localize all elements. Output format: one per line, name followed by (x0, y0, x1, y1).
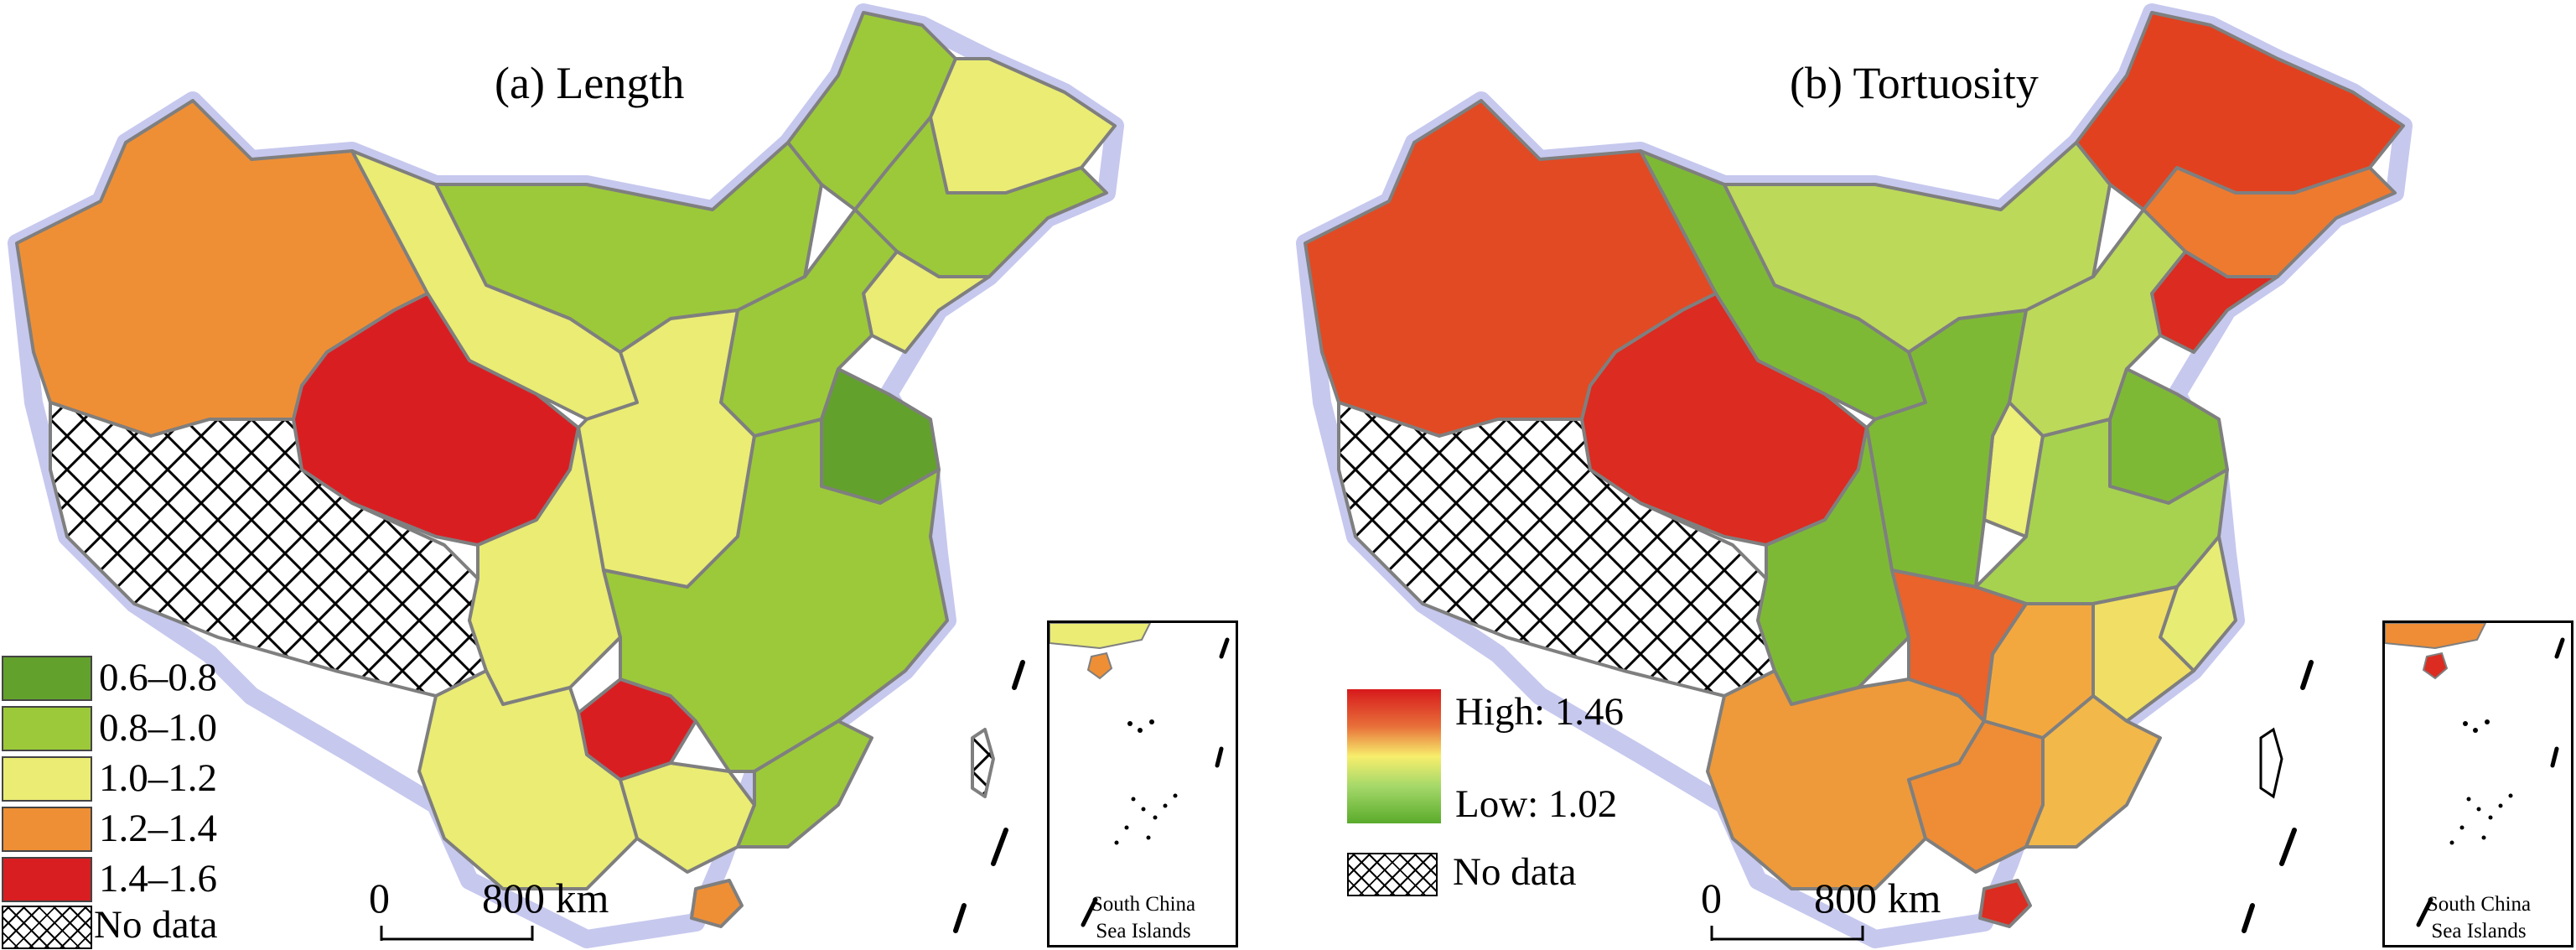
panel-tortuosity-map: (b) Tortuosity High: 1.46 Low: 1.02 No d… (1288, 0, 2576, 950)
legend-label-1: 0.8–1.0 (99, 706, 217, 750)
legend-swatch-no-data-b (1347, 853, 1438, 896)
legend-label-4: 1.4–1.6 (99, 857, 217, 901)
inset-map-b (2385, 623, 2565, 927)
region-shaanxi (1865, 309, 2028, 589)
legend-swatch-no-data (2, 906, 92, 949)
inset-label-line2-b: Sea Islands (2431, 920, 2527, 942)
panel-length-map: (a) Length 0.6–0.8 0.8–1.0 1.0–1.2 1.2–1… (2, 3, 1238, 949)
scale-bar-start-b: 0 (1701, 875, 1722, 921)
scale-bar-end-b: 800 km (1814, 875, 1941, 921)
south-china-sea-inset: South China Sea Islands (1047, 620, 1238, 947)
sea-boundary-dashes (953, 660, 1025, 933)
tortuosity-map-svg (1296, 3, 2413, 948)
legend-swatch-3 (2, 807, 92, 852)
legend-color-ramp (1347, 689, 1441, 823)
region-sichuan (468, 426, 622, 706)
legend-swatch-0 (2, 656, 92, 701)
sea-boundary-dashes-b (2242, 660, 2314, 933)
region-hainan (690, 879, 744, 928)
inset-label-line1-b: South China (2426, 893, 2532, 916)
legend-swatch-2 (2, 756, 92, 802)
length-map-svg (8, 3, 1124, 948)
legend-label-no-data-b: No data (1453, 850, 1577, 894)
legend-high-label: High: 1.46 (1455, 690, 1625, 734)
region-taiwan (2259, 727, 2283, 799)
scale-bar-lines (380, 926, 534, 941)
legend-swatch-4 (2, 857, 92, 902)
south-china-sea-inset-b: South China Sea Islands (2382, 620, 2573, 947)
legend-label-0: 0.6–0.8 (99, 656, 217, 699)
legend-label-3: 1.2–1.4 (99, 807, 217, 850)
inset-label-line2: Sea Islands (1096, 920, 1191, 942)
panel-b-title: (b) Tortuosity (1790, 58, 2039, 108)
legend-low-label: Low: 1.02 (1455, 782, 1618, 826)
region-guangdong (736, 719, 873, 849)
inset-map (1050, 623, 1230, 927)
region-hainan (1978, 879, 2032, 928)
legend-label-2: 1.0–1.2 (99, 756, 217, 800)
region-taiwan (971, 728, 995, 798)
scale-bar-start: 0 (369, 875, 390, 921)
region-sichuan (1756, 426, 1910, 706)
legend-label-no-data: No data (94, 903, 218, 947)
region-guangxi (619, 761, 756, 874)
inset-label-line1: South China (1091, 893, 1196, 916)
legend-swatch-1 (2, 706, 92, 751)
scale-bar-end: 800 km (482, 875, 609, 921)
scale-bar-lines-b (1710, 926, 1864, 941)
region-guangdong (2024, 694, 2162, 849)
panel-a-title: (a) Length (495, 58, 685, 108)
